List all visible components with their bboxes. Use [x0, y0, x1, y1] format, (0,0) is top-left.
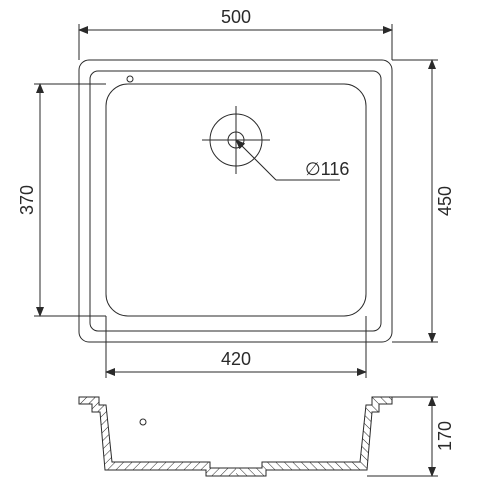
dim-left-height: 370: [17, 84, 106, 316]
technical-drawing: ∅116 500 370 450 420: [0, 0, 500, 500]
drain-diameter-label: ∅116: [305, 159, 349, 179]
dim-bottom-width-value: 420: [221, 349, 251, 369]
dim-left-height-value: 370: [17, 185, 37, 215]
section-view: [79, 397, 392, 476]
section-overflow-hole: [140, 419, 146, 425]
sink-outer: [79, 60, 392, 342]
drain-leader: [236, 140, 276, 180]
dim-top-width-value: 500: [221, 7, 251, 27]
dim-section-height-value: 170: [435, 421, 455, 451]
dim-top-width: 500: [79, 7, 392, 60]
dim-section-height: 170: [367, 397, 455, 476]
dim-bottom-width: 420: [106, 316, 366, 378]
tap-hole: [127, 76, 133, 82]
top-view: ∅116: [79, 60, 392, 342]
dim-right-height: 450: [392, 60, 455, 342]
dim-right-height-value: 450: [435, 186, 455, 216]
